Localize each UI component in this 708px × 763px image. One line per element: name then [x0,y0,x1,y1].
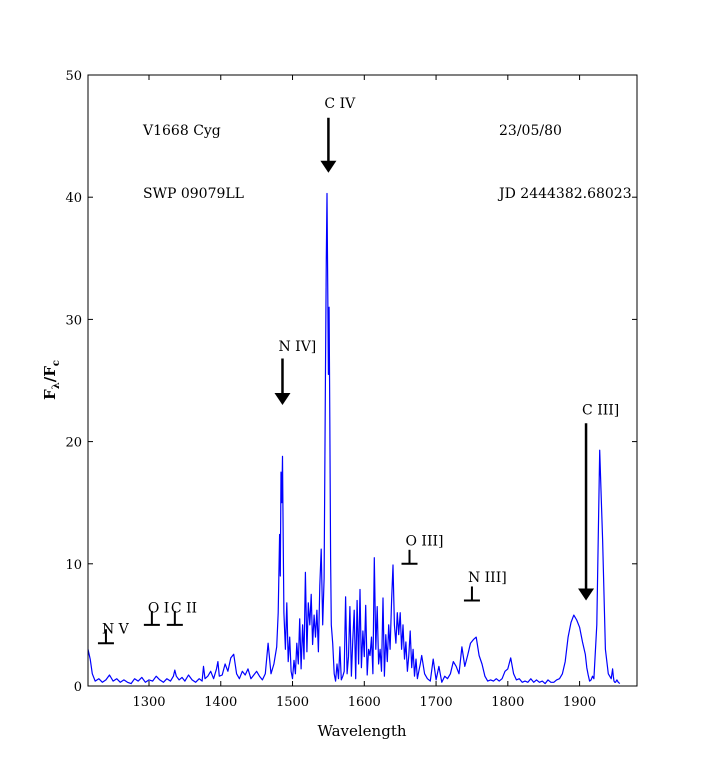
id-label: N III] [468,570,507,586]
tick-marks [88,74,637,687]
x-tick-label: 1400 [204,695,237,710]
x-tick-label: 1600 [348,695,381,710]
image-id: SWP 09079LL [143,186,244,202]
star-name: V1668 Cyg [142,123,221,139]
y-axis-label: Fλ/Fc [41,360,62,400]
id-arrow-head [274,392,291,405]
id-label: O I [148,601,169,617]
spectrum-line [87,192,621,685]
y-tick-label: 10 [65,558,82,573]
y-tick-label: 50 [65,69,82,84]
id-label: N IV] [278,339,316,355]
x-tick-label: 1300 [132,695,165,710]
id-label: C III] [582,403,619,419]
y-tick-label: 40 [65,191,82,206]
y-tick-label: 20 [65,436,82,451]
id-label: O III] [406,533,444,549]
x-tick-label: 1900 [563,695,596,710]
x-tick-label: 1500 [276,695,309,710]
x-tick-label: 1800 [491,695,524,710]
x-tick-label: 1700 [420,695,453,710]
id-label: C IV [324,96,356,112]
id-arrow-head [320,160,337,173]
y-tick-label: 0 [74,680,82,695]
id-label: N V [102,621,130,637]
y-tick-labels: 0 10 20 30 40 50 [65,69,82,695]
observation-date: 23/05/80 [499,123,562,139]
plot-frame [87,74,638,687]
y-tick-label: 30 [65,313,82,328]
id-label: C II [171,601,197,617]
x-tick-labels: 1300 1400 1500 1600 1700 1800 1900 [132,695,596,710]
julian-date: JD 2444382.68023 [497,186,632,202]
x-axis-label: Wavelength [317,722,406,740]
id-arrow-head [578,588,595,601]
